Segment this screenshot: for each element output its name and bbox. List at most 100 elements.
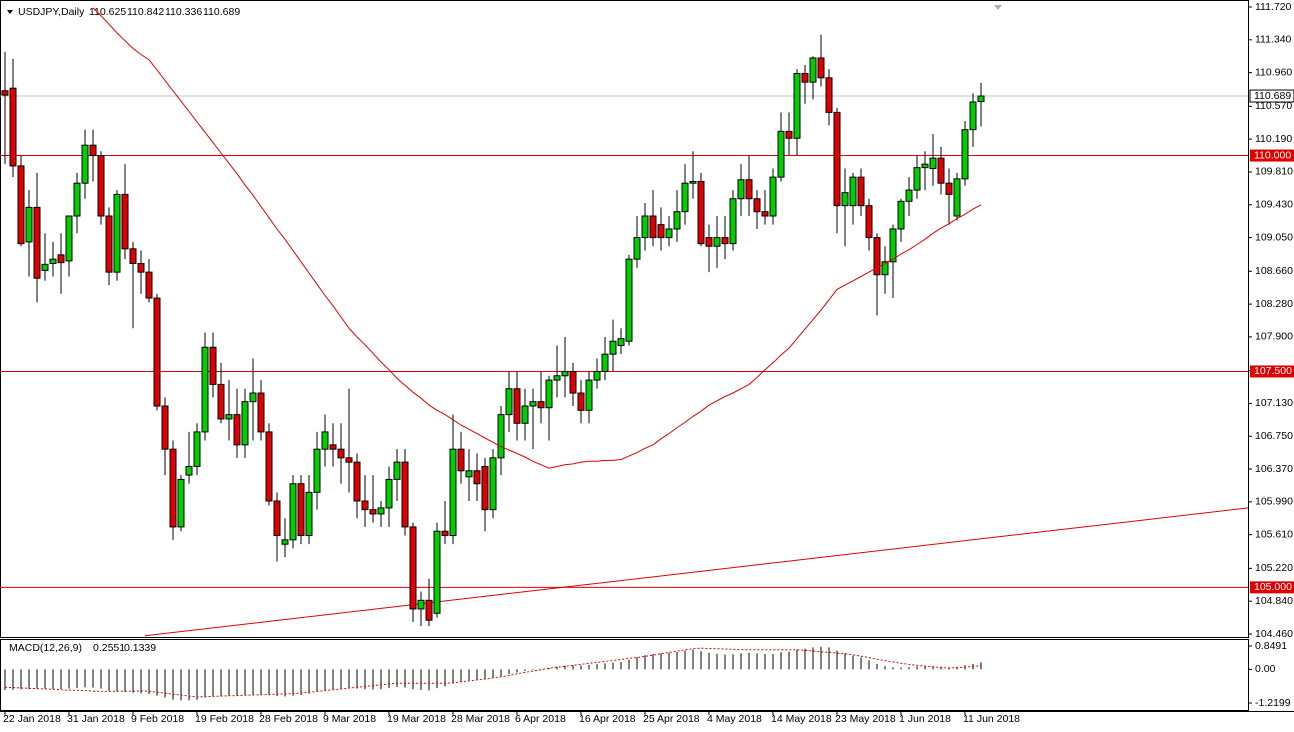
candle-body [209,346,217,385]
macd-tick-label: 0.8491 [1255,640,1287,652]
candle-body [889,228,897,263]
candle-body [225,414,233,420]
candle-body [249,392,257,403]
candle-body [641,215,649,239]
macd-label: MACD(12,26,9) [9,642,82,654]
x-tick-label: 14 May 2018 [771,713,832,725]
candle-body [177,478,185,528]
candle-body [977,95,985,103]
candle-body [969,101,977,131]
candle-body [241,401,249,446]
y-tick-label: 106.370 [1255,463,1293,475]
candle-body [505,388,513,416]
candle-body [825,77,833,113]
candle-body [33,206,41,279]
last-open: 110.625 [89,6,126,18]
current-price-label: 110.689 [1254,90,1291,102]
candle-body [793,73,801,139]
candle-body [121,193,129,250]
moving-average [92,7,982,469]
shift-marker [994,5,1002,10]
candle-body [801,73,809,83]
x-tick-label: 1 Jun 2018 [899,713,951,725]
candle-body [441,530,449,537]
candle-body [881,261,889,276]
macd-frame [0,639,1249,711]
candle-body [321,431,329,450]
current-price-box [1249,89,1294,103]
level-label: 105.000 [1254,581,1292,593]
candle-body [129,248,137,264]
candle-body [953,178,961,217]
candle-body [401,461,409,528]
candle-body [113,193,121,273]
y-tick-label: 109.050 [1255,231,1293,243]
level-label-box [1250,581,1294,594]
y-tick-label: 109.810 [1255,166,1293,178]
candle-body [481,465,489,511]
candle-body [161,405,169,450]
candle-body [537,401,545,409]
y-tick-label: 111.720 [1255,1,1292,13]
y-tick-label: 108.660 [1255,265,1293,277]
candle-body [353,461,361,502]
candle-body [721,237,729,245]
candle-body [385,478,393,509]
candle-body [169,448,177,528]
x-tick-label: 9 Mar 2018 [323,713,376,725]
candle-body [97,155,105,217]
candle-body [57,254,65,264]
level-label-box [1250,365,1294,378]
candle-body [713,237,721,247]
candle-body [41,263,49,271]
candle-body [633,237,641,260]
candle-body [185,465,193,476]
y-tick-label: 110.960 [1255,66,1292,78]
y-tick-label: 109.430 [1255,199,1293,211]
candle-body [929,157,937,170]
y-tick-label: 107.900 [1255,331,1293,343]
candle-body [417,599,425,610]
candle-body [945,182,953,195]
candle-body [617,338,625,347]
y-tick-label: 107.130 [1255,397,1293,409]
candle-body [81,144,89,184]
x-tick-label: 19 Mar 2018 [387,713,446,725]
candle-body [361,500,369,511]
candle-body [257,392,265,433]
candle-body [377,507,385,515]
candle-body [193,431,201,467]
x-tick-label: 16 Apr 2018 [579,713,636,725]
level-label: 107.500 [1254,365,1292,377]
candle-body [201,346,209,433]
candle-body [313,448,321,493]
candle-body [265,431,273,502]
candle-body [921,163,929,169]
candle-body [513,388,521,424]
menu-arrow[interactable] [7,10,13,14]
candle-body [9,87,17,167]
macd-tick-label: -1.2199 [1255,697,1291,709]
candle-body [345,457,353,463]
candle-body [761,211,769,217]
x-tick-label: 25 Apr 2018 [643,713,700,725]
y-tick-label: 105.220 [1255,562,1293,574]
candle-body [1,90,9,96]
candle-body [497,414,505,459]
x-tick-label: 9 Feb 2018 [131,713,184,725]
candle-body [561,370,569,377]
candle-body [273,500,281,537]
candle-body [521,405,529,424]
candle-body [289,483,297,541]
candle-body [465,470,473,478]
candle-body [153,297,161,407]
candle-body [585,379,593,411]
candle-body [593,370,601,381]
candle-body [457,448,465,472]
x-tick-label: 22 Jan 2018 [3,713,61,725]
candle-body [737,179,745,200]
y-tick-label: 105.990 [1255,496,1293,508]
